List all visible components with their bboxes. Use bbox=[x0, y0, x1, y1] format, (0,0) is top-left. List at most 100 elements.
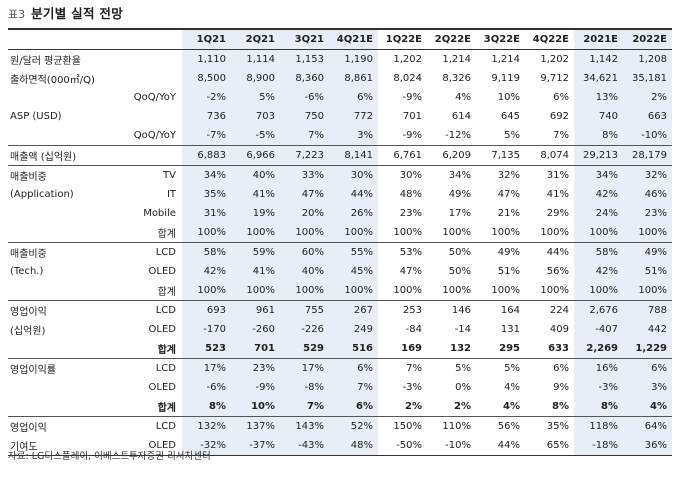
table-cell: 100% bbox=[182, 223, 231, 243]
table-row: 매출액 (십억원) 6,883 6,966 7,223 8,141 6,761 6,209 7… bbox=[8, 145, 672, 166]
col-header: 3Q22E bbox=[476, 29, 525, 50]
table-cell: 7% bbox=[378, 358, 427, 378]
table-row: 영업이익률 LCD 17% 23% 17% 6% 7% 5% 5% 6% 16% 6% bbox=[8, 358, 672, 378]
table-cell: -226 bbox=[280, 320, 329, 339]
table-cell: 53% bbox=[378, 242, 427, 262]
table-cell: 772 bbox=[329, 107, 378, 126]
table-cell: 42% bbox=[182, 262, 231, 281]
row-label bbox=[8, 126, 100, 146]
table-cell: 47% bbox=[476, 185, 525, 204]
row-sublabel: TV bbox=[100, 165, 182, 185]
table-cell: 16% bbox=[574, 358, 623, 378]
table-cell: 4% bbox=[623, 397, 672, 417]
table-cell: 17% bbox=[280, 358, 329, 378]
table-cell: 23% bbox=[231, 358, 280, 378]
table-row: 합계 100% 100% 100% 100% 100% 100% 100% 100% 100% 10… bbox=[8, 281, 672, 301]
table-cell: 100% bbox=[378, 223, 427, 243]
table-cell: 529 bbox=[280, 339, 329, 359]
table-cell: 143% bbox=[280, 416, 329, 436]
table-row: 기여도 OLED -32% -37% -43% 48% -50% -10% 44% 65% -18%… bbox=[8, 436, 672, 456]
table-cell: 64% bbox=[623, 416, 672, 436]
table-cell: 52% bbox=[329, 416, 378, 436]
row-sublabel: 합계 bbox=[157, 345, 176, 356]
table-cell: 740 bbox=[574, 107, 623, 126]
table-cell: 6% bbox=[525, 88, 574, 107]
col-header: 2022E bbox=[623, 29, 672, 50]
row-label: (십억원) bbox=[10, 326, 46, 337]
table-cell: -37% bbox=[231, 436, 280, 456]
table-cell: 295 bbox=[476, 339, 525, 359]
table-cell: -3% bbox=[378, 378, 427, 397]
table-row: 영업이익 LCD 693 961 755 267 253 146 164 224 2,676 788 bbox=[8, 300, 672, 320]
table-cell: -32% bbox=[182, 436, 231, 456]
table-cell: 6% bbox=[329, 358, 378, 378]
table-cell: 8,861 bbox=[329, 69, 378, 88]
row-label bbox=[8, 223, 100, 243]
table-row: 합계 523 701 529 516 169 132 295 633 2,269 1,229 bbox=[8, 339, 672, 359]
table-cell: 41% bbox=[525, 185, 574, 204]
table-cell: 42% bbox=[574, 262, 623, 281]
col-header: 3Q21 bbox=[280, 29, 329, 50]
table-cell: 5% bbox=[427, 358, 476, 378]
table-cell: 663 bbox=[623, 107, 672, 126]
table-cell: 56% bbox=[525, 262, 574, 281]
table-cell: 1,142 bbox=[574, 49, 623, 69]
table-cell: 29,213 bbox=[574, 145, 623, 166]
table-cell: 100% bbox=[231, 223, 280, 243]
table-cell: 100% bbox=[427, 223, 476, 243]
table-cell: 118% bbox=[574, 416, 623, 436]
row-sublabel: LCD bbox=[100, 416, 182, 436]
table-cell: 961 bbox=[231, 300, 280, 320]
table-cell: 32% bbox=[623, 165, 672, 185]
row-sublabel: LCD bbox=[100, 358, 182, 378]
table-cell: 8% bbox=[574, 126, 623, 146]
table-cell: -9% bbox=[378, 126, 427, 146]
table-cell: 100% bbox=[280, 281, 329, 301]
table-row: QoQ/YoY -2% 5% -6% 6% -9% 4% 10% 6% 13% 2% bbox=[8, 88, 672, 107]
table-cell: 60% bbox=[280, 242, 329, 262]
table-cell: 7% bbox=[329, 378, 378, 397]
table-cell: 736 bbox=[182, 107, 231, 126]
table-cell: 56% bbox=[476, 416, 525, 436]
table-cell: 7% bbox=[280, 397, 329, 417]
table-cell: 0% bbox=[427, 378, 476, 397]
table-cell: 9% bbox=[525, 378, 574, 397]
col-header: 2Q21 bbox=[231, 29, 280, 50]
table-cell: 137% bbox=[231, 416, 280, 436]
table-cell: 10% bbox=[476, 88, 525, 107]
table-cell: -50% bbox=[378, 436, 427, 456]
table-cell: 4% bbox=[427, 88, 476, 107]
row-sublabel bbox=[100, 50, 182, 70]
table-cell: 55% bbox=[329, 242, 378, 262]
col-header: 2021E bbox=[574, 29, 623, 50]
table-cell: 8,024 bbox=[378, 69, 427, 88]
table-cell: 100% bbox=[476, 223, 525, 243]
table-cell: 2% bbox=[623, 88, 672, 107]
table-cell: -8% bbox=[280, 378, 329, 397]
table-cell: 34,621 bbox=[574, 69, 623, 88]
row-label bbox=[8, 88, 100, 107]
table-cell: 5% bbox=[231, 88, 280, 107]
table-cell: -14 bbox=[427, 320, 476, 339]
table-cell: -3% bbox=[574, 378, 623, 397]
table-cell: 100% bbox=[574, 281, 623, 301]
table-cell: 32% bbox=[476, 165, 525, 185]
table-row: 합계 100% 100% 100% 100% 100% 100% 100% 100% 100% 10… bbox=[8, 223, 672, 243]
table-cell: 755 bbox=[280, 300, 329, 320]
table-cell: 110% bbox=[427, 416, 476, 436]
table-cell: -9% bbox=[378, 88, 427, 107]
row-label: 기여도 bbox=[8, 436, 100, 456]
row-label: ASP (USD) bbox=[10, 111, 62, 122]
table-title: 표3 분기별 실적 전망 bbox=[8, 5, 123, 23]
table-row: 출하면적(000㎡/Q) 8,500 8,900 8,360 8,861 8,024 8,3… bbox=[8, 69, 672, 88]
table-cell: -5% bbox=[231, 126, 280, 146]
table-row: QoQ/YoY -7% -5% 7% 3% -9% -12% 5% 7% 8% -10% bbox=[8, 126, 672, 146]
table-cell: 409 bbox=[525, 320, 574, 339]
row-sublabel: OLED bbox=[148, 324, 176, 335]
table-cell: 4% bbox=[476, 397, 525, 417]
col-header: 1Q22E bbox=[378, 29, 427, 50]
table-cell: 6,966 bbox=[231, 145, 280, 166]
table-cell: -18% bbox=[574, 436, 623, 456]
row-label bbox=[8, 281, 100, 301]
table-cell: 1,110 bbox=[182, 49, 231, 69]
